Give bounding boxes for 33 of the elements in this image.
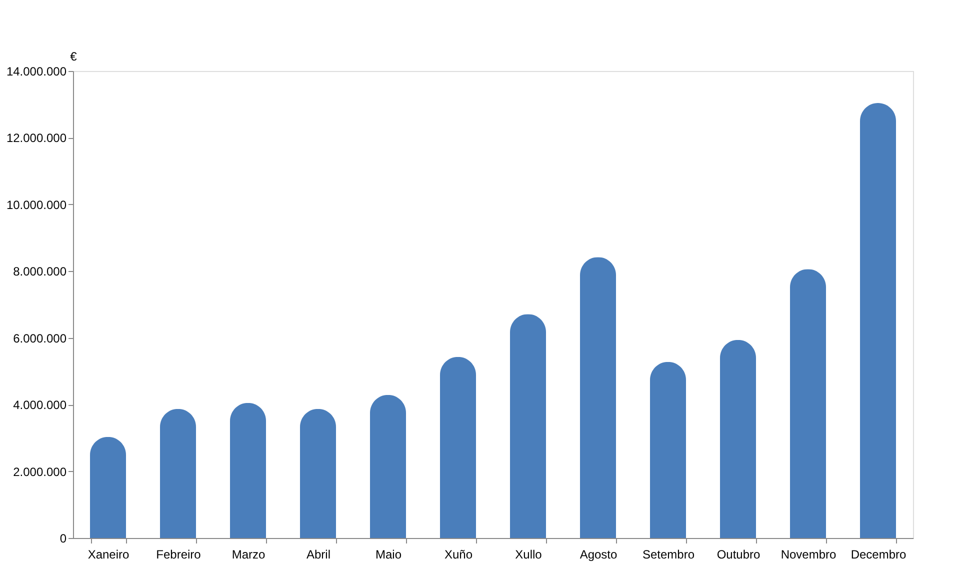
x-tick-label: Xaneiro: [88, 548, 130, 562]
bar: [300, 408, 336, 538]
bar: [510, 314, 546, 538]
bar: [90, 436, 126, 538]
y-tick-label: 12.000.000: [6, 131, 67, 146]
bar: [440, 356, 476, 538]
y-tick-label: 4.000.000: [13, 398, 67, 412]
bar: [790, 269, 826, 538]
x-tick-label: Setembro: [642, 548, 695, 562]
y-tick-label: 10.000.000: [6, 198, 67, 212]
x-tick-label: Marzo: [232, 548, 266, 562]
x-tick-label: Novembro: [780, 548, 836, 562]
bar: [580, 257, 616, 538]
bar: [720, 340, 756, 538]
x-tick-label: Maio: [375, 548, 402, 562]
bar: [230, 402, 266, 538]
y-tick-label: 14.000.000: [6, 64, 67, 78]
x-tick-label: Agosto: [580, 548, 618, 562]
y-tick-label: 6.000.000: [13, 331, 67, 346]
y-axis-title: €: [70, 50, 78, 64]
y-tick-label: 0: [60, 532, 67, 546]
bar: [650, 362, 686, 538]
bar: [160, 408, 196, 538]
x-tick-label: Febreiro: [156, 548, 202, 562]
x-tick-label: Xullo: [515, 548, 542, 562]
bar: [370, 394, 406, 538]
x-tick-label: Decembro: [850, 548, 906, 562]
x-tick-label: Outubro: [716, 548, 761, 562]
x-tick-label: Xuño: [444, 548, 473, 562]
y-tick-label: 8.000.000: [13, 264, 67, 279]
bar: [860, 103, 896, 538]
x-tick-label: Abril: [306, 548, 331, 562]
y-tick-label: 2.000.000: [13, 464, 67, 479]
